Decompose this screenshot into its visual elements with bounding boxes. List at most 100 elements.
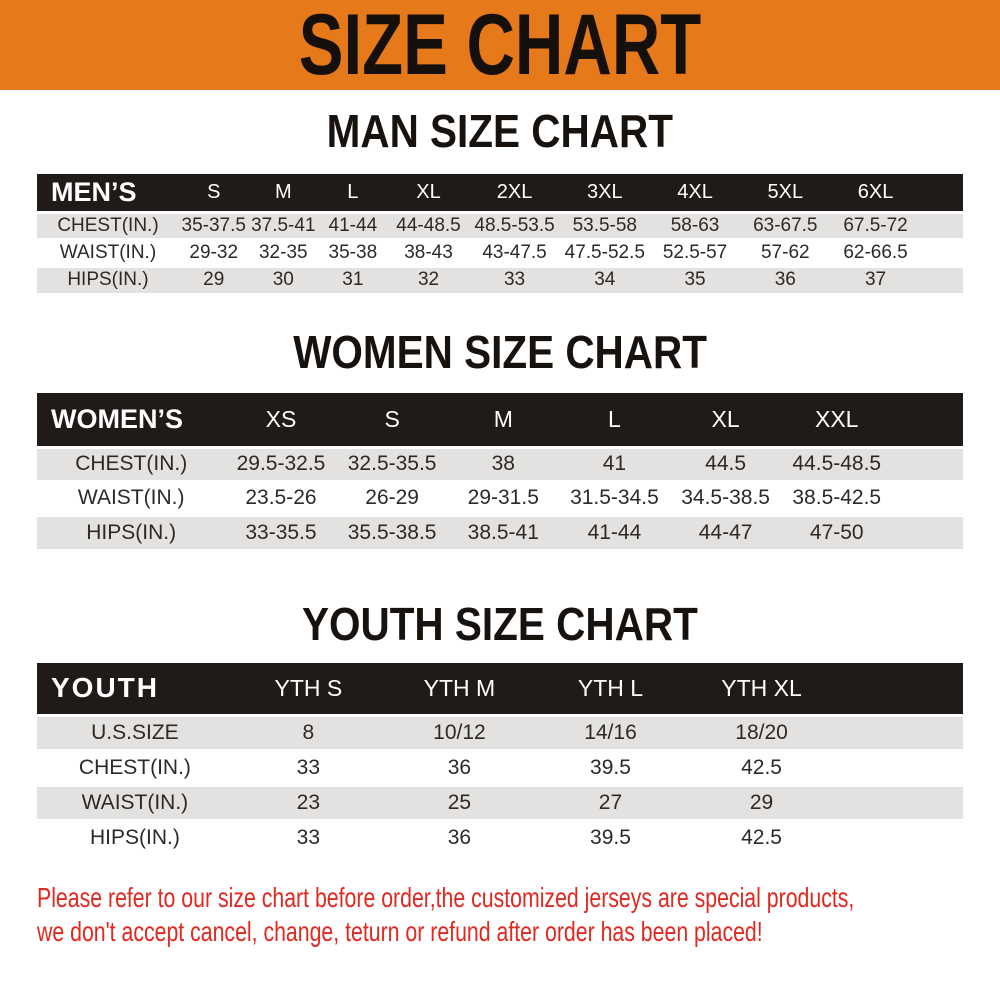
column-header: 2XL [469, 174, 560, 212]
size-value-cell: 35-37.5 [178, 210, 249, 239]
spacer-cell [892, 445, 963, 481]
size-value-cell: 30 [248, 264, 319, 293]
size-value-cell: 37 [830, 264, 921, 293]
section-heading-man: MAN SIZE CHART [0, 108, 1000, 154]
spacer-cell [837, 663, 963, 715]
size-value-cell: 26-29 [336, 479, 448, 515]
size-value-cell: 32 [387, 264, 470, 293]
size-value-cell: 47.5-52.5 [559, 237, 650, 266]
row-label: HIPS(IN.) [37, 513, 226, 549]
row-label: CHEST(IN.) [37, 748, 233, 785]
women-table-header-row: WOMEN’S XS S M L XL XXL [37, 393, 963, 447]
section-heading-youth: YOUTH SIZE CHART [0, 601, 1000, 647]
size-value-cell: 32.5-35.5 [336, 445, 448, 481]
section-heading-women: WOMEN SIZE CHART [0, 329, 1000, 375]
size-value-cell: 43-47.5 [469, 237, 560, 266]
size-value-cell: 67.5-72 [830, 210, 921, 239]
youth-size-table: YOUTH YTH S YTH M YTH L YTH XL U.S.SIZE 8 10/1… [37, 663, 963, 855]
size-value-cell: 29 [178, 264, 249, 293]
size-value-cell: 41-44 [318, 210, 388, 239]
size-value-cell: 42.5 [686, 818, 838, 855]
spacer-cell [837, 748, 963, 785]
spacer-cell [892, 513, 963, 549]
youth-table-header-row: YOUTH YTH S YTH M YTH L YTH XL [37, 663, 963, 715]
size-value-cell: 35-38 [318, 237, 388, 266]
size-value-cell: 27 [534, 783, 687, 820]
size-value-cell: 62-66.5 [830, 237, 921, 266]
women-size-table: WOMEN’S XS S M L XL XXL CHEST(IN.) 29.5-32.5 32.… [37, 393, 963, 549]
size-value-cell: 23.5-26 [225, 479, 337, 515]
size-value-cell: 44.5 [670, 445, 782, 481]
size-value-cell: 34 [559, 264, 650, 293]
size-value-cell: 41-44 [558, 513, 671, 549]
disclaimer-text-block: Please refer to our size chart before or… [37, 881, 968, 949]
size-value-cell: 39.5 [534, 818, 687, 855]
row-label: CHEST(IN.) [37, 445, 226, 481]
column-header: M [447, 393, 559, 447]
man-size-chart-title: MAN SIZE CHART [326, 105, 674, 157]
table-row: HIPS(IN.) 33-35.5 35.5-38.5 38.5-41 41-44 44-… [37, 513, 963, 549]
size-value-cell: 29-32 [178, 237, 249, 266]
size-value-cell: 44-48.5 [387, 210, 470, 239]
size-value-cell: 31.5-34.5 [558, 479, 671, 515]
size-value-cell: 29 [686, 783, 838, 820]
size-value-cell: 42.5 [686, 748, 838, 785]
spacer-cell [837, 713, 963, 750]
men-table-header-row: MEN’S S M L XL 2XL 3XL 4XL 5XL 6XL [37, 174, 963, 212]
column-header: YTH S [232, 663, 384, 715]
size-value-cell: 38 [447, 445, 559, 481]
size-chart-banner: SIZE CHART [0, 0, 1000, 90]
size-value-cell: 23 [232, 783, 384, 820]
spacer-cell [837, 818, 963, 855]
size-value-cell: 63-67.5 [740, 210, 831, 239]
size-value-cell: 52.5-57 [649, 237, 741, 266]
column-header: 5XL [740, 174, 831, 212]
column-header: S [336, 393, 448, 447]
size-value-cell: 35.5-38.5 [336, 513, 448, 549]
column-header: XL [670, 393, 782, 447]
table-header-label: WOMEN’S [37, 393, 226, 447]
column-header: 3XL [559, 174, 650, 212]
table-row: WAIST(IN.) 23.5-26 26-29 29-31.5 31.5-34.5 34… [37, 479, 963, 515]
size-value-cell: 29.5-32.5 [225, 445, 337, 481]
spacer-cell [920, 174, 963, 212]
disclaimer: Please refer to our size chart before or… [37, 881, 963, 949]
size-value-cell: 18/20 [686, 713, 838, 750]
size-value-cell: 25 [383, 783, 535, 820]
column-header: XL [387, 174, 470, 212]
row-label: HIPS(IN.) [37, 264, 179, 293]
size-value-cell: 36 [383, 748, 535, 785]
column-header: L [318, 174, 388, 212]
table-row: CHEST(IN.) 29.5-32.5 32.5-35.5 38 41 44.5 44.5… [37, 445, 963, 481]
size-value-cell: 34.5-38.5 [670, 479, 782, 515]
men-size-table: MEN’S S M L XL 2XL 3XL 4XL 5XL 6XL CHEST(IN.) 35-3… [37, 174, 963, 293]
row-label: HIPS(IN.) [37, 818, 233, 855]
spacer-cell [920, 210, 963, 239]
spacer-cell [892, 479, 963, 515]
row-label: WAIST(IN.) [37, 237, 179, 266]
banner-title: SIZE CHART [298, 0, 702, 93]
table-row: CHEST(IN.) 35-37.5 37.5-41 41-44 44-48.5 48.5… [37, 210, 963, 239]
size-value-cell: 10/12 [383, 713, 535, 750]
size-value-cell: 36 [383, 818, 535, 855]
column-header: L [558, 393, 671, 447]
row-label: WAIST(IN.) [37, 479, 226, 515]
size-value-cell: 36 [740, 264, 831, 293]
size-value-cell: 39.5 [534, 748, 687, 785]
spacer-cell [920, 264, 963, 293]
size-value-cell: 44-47 [670, 513, 782, 549]
column-header: YTH M [383, 663, 535, 715]
disclaimer-line-1: Please refer to our size chart before or… [37, 882, 855, 913]
women-size-chart-title: WOMEN SIZE CHART [293, 326, 707, 378]
size-value-cell: 47-50 [781, 513, 893, 549]
disclaimer-line-2: we don't accept cancel, change, teturn o… [37, 916, 763, 947]
column-header: 4XL [649, 174, 741, 212]
size-value-cell: 58-63 [649, 210, 741, 239]
size-value-cell: 8 [232, 713, 384, 750]
table-row: HIPS(IN.) 33 36 39.5 42.5 [37, 818, 963, 855]
table-header-label: YOUTH [37, 663, 233, 715]
size-value-cell: 31 [318, 264, 388, 293]
size-value-cell: 33-35.5 [225, 513, 337, 549]
table-row: CHEST(IN.) 33 36 39.5 42.5 [37, 748, 963, 785]
size-value-cell: 57-62 [740, 237, 831, 266]
